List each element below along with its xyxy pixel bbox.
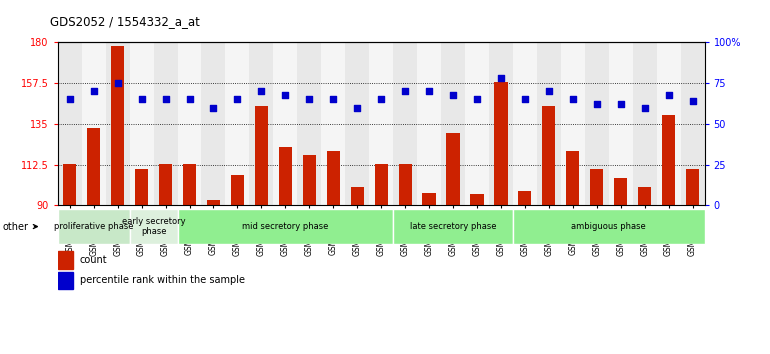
Bar: [226, 42, 249, 205]
Text: GDS2052 / 1554332_a_at: GDS2052 / 1554332_a_at: [50, 15, 200, 28]
Point: [423, 88, 435, 94]
Bar: [207, 200, 220, 205]
Bar: [417, 42, 441, 205]
Bar: [303, 155, 316, 205]
Text: early secretory
phase: early secretory phase: [122, 217, 186, 236]
Bar: [374, 164, 388, 205]
Point: [64, 97, 76, 102]
Point: [638, 105, 651, 110]
Bar: [249, 42, 273, 205]
Point: [375, 97, 387, 102]
Point: [519, 97, 531, 102]
Point: [231, 97, 243, 102]
Text: proliferative phase: proliferative phase: [54, 222, 133, 231]
Bar: [202, 42, 226, 205]
Bar: [542, 106, 555, 205]
Bar: [255, 106, 268, 205]
Bar: [63, 164, 76, 205]
Bar: [399, 164, 412, 205]
Bar: [129, 209, 178, 244]
Point: [183, 97, 196, 102]
Bar: [159, 164, 172, 205]
Point: [470, 97, 483, 102]
Bar: [614, 178, 628, 205]
Bar: [584, 42, 609, 205]
Bar: [369, 42, 393, 205]
Bar: [350, 187, 363, 205]
Point: [136, 97, 148, 102]
Bar: [513, 42, 537, 205]
Point: [447, 92, 459, 97]
Point: [591, 102, 603, 107]
Bar: [686, 169, 699, 205]
Point: [303, 97, 316, 102]
Bar: [441, 42, 465, 205]
Text: late secretory phase: late secretory phase: [410, 222, 497, 231]
Point: [543, 88, 555, 94]
Text: mid secretory phase: mid secretory phase: [242, 222, 329, 231]
Bar: [657, 42, 681, 205]
Bar: [447, 133, 460, 205]
Bar: [393, 209, 513, 244]
Point: [280, 92, 292, 97]
Bar: [590, 169, 604, 205]
Bar: [111, 46, 124, 205]
Bar: [297, 42, 321, 205]
Point: [327, 97, 340, 102]
Bar: [105, 42, 129, 205]
Bar: [633, 42, 657, 205]
Text: percentile rank within the sample: percentile rank within the sample: [80, 275, 245, 285]
Bar: [494, 82, 507, 205]
Bar: [183, 164, 196, 205]
Point: [614, 102, 627, 107]
Bar: [326, 151, 340, 205]
Text: count: count: [80, 255, 107, 265]
Bar: [561, 42, 584, 205]
Bar: [345, 42, 369, 205]
Bar: [58, 42, 82, 205]
Bar: [681, 42, 705, 205]
Point: [495, 75, 507, 81]
Point: [88, 88, 100, 94]
Bar: [82, 42, 105, 205]
Bar: [321, 42, 345, 205]
Bar: [609, 42, 633, 205]
Bar: [638, 187, 651, 205]
Bar: [566, 151, 579, 205]
Bar: [393, 42, 417, 205]
Bar: [465, 42, 489, 205]
Point: [686, 98, 698, 104]
Point: [159, 97, 172, 102]
Text: ambiguous phase: ambiguous phase: [571, 222, 646, 231]
Point: [112, 80, 124, 86]
Bar: [518, 191, 531, 205]
Point: [207, 105, 219, 110]
Bar: [537, 42, 561, 205]
Bar: [129, 42, 153, 205]
Bar: [423, 193, 436, 205]
Bar: [58, 209, 129, 244]
Point: [567, 97, 579, 102]
Bar: [58, 272, 73, 289]
Point: [399, 88, 411, 94]
Bar: [489, 42, 513, 205]
Bar: [178, 209, 393, 244]
Point: [351, 105, 363, 110]
Bar: [58, 251, 73, 269]
Point: [662, 92, 675, 97]
Bar: [87, 127, 100, 205]
Bar: [135, 169, 148, 205]
Bar: [153, 42, 178, 205]
Bar: [273, 42, 297, 205]
Bar: [231, 175, 244, 205]
Bar: [662, 115, 675, 205]
Point: [255, 88, 267, 94]
Bar: [470, 194, 484, 205]
Bar: [513, 209, 705, 244]
Text: other: other: [3, 222, 37, 232]
Bar: [178, 42, 202, 205]
Bar: [279, 147, 292, 205]
